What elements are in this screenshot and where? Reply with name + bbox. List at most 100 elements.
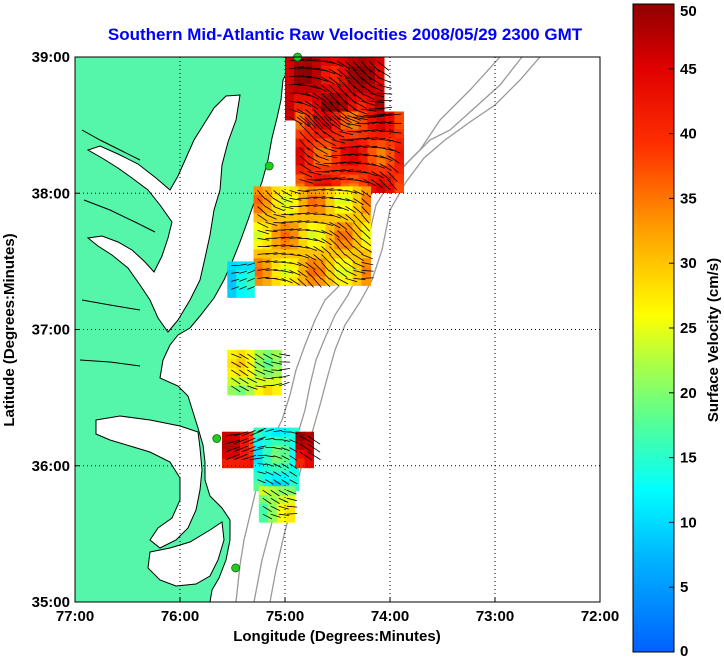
- velocity-arrow: [331, 139, 346, 144]
- velocity-arrow: [336, 100, 348, 113]
- velocity-cell: [394, 120, 404, 130]
- velocity-arrow: [328, 60, 344, 67]
- velocity-arrow: [352, 60, 364, 73]
- velocity-cell: [253, 481, 263, 492]
- x-axis-ticks: 77:00 76:00 75:00 74:00 73:00 72:00: [56, 597, 619, 625]
- velocity-arrow: [265, 260, 278, 263]
- y-tick-label: 37:00: [32, 322, 70, 339]
- velocity-cell: [289, 195, 299, 205]
- velocity-cell: [253, 454, 263, 465]
- velocity-arrow: [299, 139, 310, 151]
- velocity-cell: [227, 270, 237, 280]
- velocity-arrow: [363, 171, 378, 177]
- velocity-arrow: [368, 60, 380, 73]
- velocity-cell: [236, 270, 246, 280]
- velocity-cell: [285, 504, 296, 514]
- velocity-arrow: [297, 220, 310, 223]
- colorbar-label: Surface Velocity (cm/s): [705, 258, 722, 422]
- velocity-cell: [325, 213, 335, 223]
- velocity-cell: [330, 75, 340, 85]
- colorbar-tick-label: 25: [680, 320, 697, 337]
- velocity-arrow: [297, 270, 308, 278]
- velocity-cell: [298, 231, 308, 241]
- velocity-cell: [253, 463, 263, 474]
- velocity-arrow: [344, 116, 360, 123]
- velocity-arrow: [353, 222, 362, 232]
- velocity-arrow: [339, 153, 354, 156]
- velocity-arrow: [329, 230, 340, 238]
- velocity-cell: [316, 231, 326, 241]
- velocity-cell: [262, 427, 272, 438]
- y-tick-label: 39:00: [32, 49, 70, 66]
- velocity-arrow: [247, 277, 255, 282]
- velocity-arrow: [278, 513, 290, 516]
- velocity-arrow: [321, 246, 331, 255]
- velocity-cell: [280, 427, 290, 438]
- velocity-arrow: [305, 278, 314, 288]
- velocity-cell: [271, 258, 281, 268]
- velocity-cell: [312, 102, 322, 112]
- velocity-cell: [358, 165, 368, 175]
- velocity-arrow: [328, 100, 340, 113]
- velocity-arrow: [299, 443, 313, 453]
- velocity-arrow: [323, 147, 337, 153]
- velocity-cell: [343, 276, 353, 286]
- velocity-arrow: [347, 131, 362, 133]
- velocity-cell: [258, 504, 269, 514]
- velocity-arrow: [296, 100, 312, 107]
- velocity-cell: [267, 495, 278, 505]
- velocity-cell: [262, 463, 272, 474]
- velocity-arrow: [331, 177, 346, 180]
- velocity-cell: [295, 165, 305, 175]
- velocity-arrow: [257, 190, 266, 200]
- velocity-arrow: [231, 271, 240, 274]
- velocity-arrow: [249, 457, 265, 461]
- velocity-arrow: [297, 246, 310, 249]
- velocity-arrow: [289, 439, 298, 444]
- velocity-cell: [271, 231, 281, 241]
- velocity-arrow: [281, 439, 291, 442]
- velocity-arrow: [361, 230, 371, 240]
- velocity-arrow: [281, 278, 293, 284]
- velocity-arrow: [289, 254, 302, 257]
- velocity-cell: [339, 75, 349, 85]
- velocity-arrow: [305, 262, 316, 271]
- velocity-cell: [227, 358, 237, 369]
- velocity-cell: [236, 385, 246, 396]
- velocity-arrow: [263, 377, 275, 380]
- velocity-cell: [298, 276, 308, 286]
- velocity-cell: [280, 445, 290, 456]
- velocity-cell: [236, 279, 246, 289]
- velocity-arrow: [368, 68, 381, 80]
- velocity-cell: [357, 75, 367, 85]
- velocity-cell: [253, 240, 263, 250]
- velocity-cell: [312, 84, 322, 94]
- velocity-cell: [313, 156, 323, 166]
- velocity-cell: [307, 231, 317, 241]
- velocity-cell: [272, 385, 282, 396]
- velocity-arrow: [289, 431, 299, 435]
- velocity-arrow: [345, 238, 354, 248]
- velocity-arrow: [321, 254, 331, 264]
- velocity-arrow: [329, 214, 342, 219]
- velocity-cell: [227, 376, 237, 387]
- velocity-cell: [280, 222, 290, 232]
- velocity-cell: [375, 75, 385, 85]
- velocity-arrow: [371, 121, 386, 124]
- velocity-cell: [343, 204, 353, 214]
- velocity-cell: [285, 486, 296, 496]
- velocity-cell: [325, 222, 335, 232]
- velocity-cell: [358, 156, 368, 166]
- velocity-cell: [272, 367, 282, 378]
- velocity-cell: [394, 129, 404, 139]
- velocity-arrow: [379, 130, 394, 132]
- velocity-cell: [294, 57, 304, 67]
- velocity-arrow: [337, 214, 349, 221]
- y-axis-ticks: 39:00 38:00 37:00 36:00 35:00: [32, 49, 80, 611]
- velocity-arrow: [312, 92, 326, 102]
- velocity-cell: [367, 183, 377, 193]
- velocity-arrow: [249, 429, 264, 437]
- velocity-cell: [349, 129, 359, 139]
- velocity-arrow: [257, 454, 267, 456]
- velocity-arrow: [239, 385, 249, 392]
